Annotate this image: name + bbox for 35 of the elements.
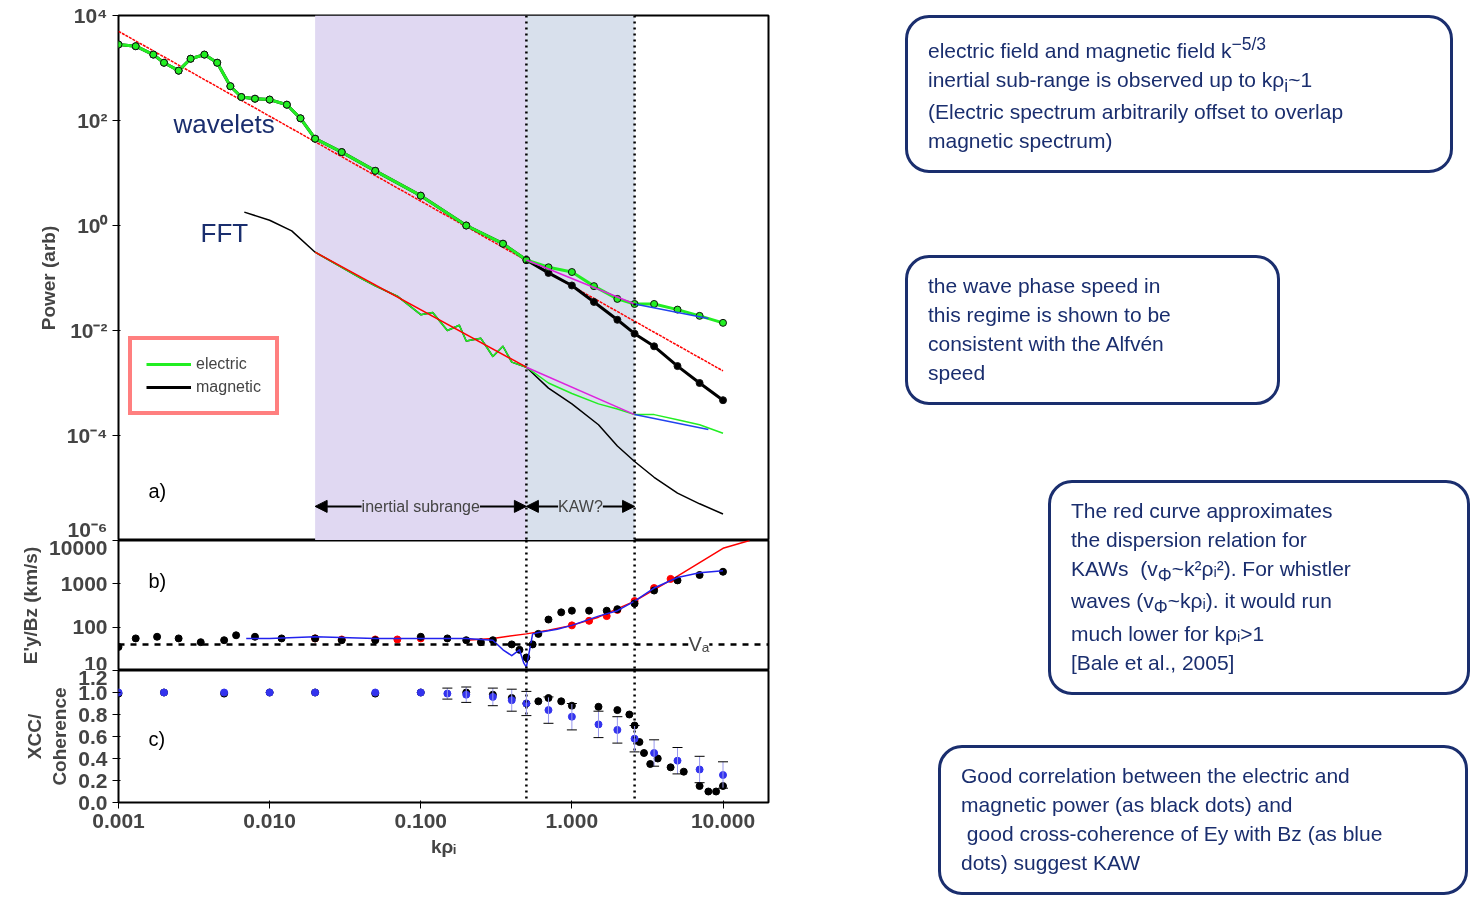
legend-label: magnetic xyxy=(196,378,261,396)
y-tick-label: 1000 xyxy=(60,571,108,595)
y-tick-label: 10⁻⁴ xyxy=(66,424,108,447)
annotation: a) xyxy=(148,479,167,502)
legend-label: electric xyxy=(196,355,247,373)
y-tick-label: 0.4 xyxy=(78,746,108,770)
y-axis-title: E'y/Bz (km/s) xyxy=(20,546,42,665)
y-axis-title: Power (arb) xyxy=(37,225,59,331)
annotation: c) xyxy=(148,727,166,750)
x-axis-title: kρᵢ xyxy=(431,835,457,857)
annotation: FFT xyxy=(200,217,249,248)
y-tick-label: 0.2 xyxy=(78,768,108,792)
y-axis-title: XCC/ Coherence xyxy=(24,687,71,786)
x-tick-label: 0.100 xyxy=(394,808,448,832)
x-tick-label: 1.000 xyxy=(545,808,599,832)
y-tick-label: 100 xyxy=(72,615,108,639)
y-tick-label: 0.6 xyxy=(78,724,108,748)
y-tick-label: 10² xyxy=(77,109,108,132)
annotation: wavelets xyxy=(172,108,275,139)
band-label: KAW? xyxy=(558,497,603,515)
y-tick-label: 10⁻⁶ xyxy=(67,517,108,541)
ref-line-label: Vₐ xyxy=(688,633,710,656)
text: the wave phase speed in this regime is shown to be consistent with the Alfvén speed xyxy=(905,255,1280,405)
y-tick-label: 0.0 xyxy=(78,790,108,814)
x-tick-label: 10.000 xyxy=(690,808,756,832)
y-tick-label: 10⁻² xyxy=(70,319,108,342)
x-tick-label: 0.010 xyxy=(243,808,296,832)
y-tick-label: 0.8 xyxy=(78,702,108,726)
text: Good correlation between the electric and magnetic power (as black dots) and good cross-coherence of Ey with Bz (as blue dots) suggest KAW xyxy=(938,745,1468,895)
y-tick-label: 10⁴ xyxy=(73,4,108,27)
text: The red curve approximates the dispersion relation for KAWs (v$_{Φ}$~k²ρᵢ²). For whistler waves (v$_{Φ}$~kρᵢ). it would run much lower for kρᵢ>1 [Bale et al., 2005] xyxy=(1071,499,1351,674)
y-tick-label: 10⁰ xyxy=(77,214,109,237)
band-label: inertial subrange xyxy=(361,497,480,515)
text: electric field and magnetic field k$^{−5/3}$ inertial sub-range is observed up to kρ$_{i}$~1 (Electric spectrum arbitrarily offset to overlap magnetic spectrum) xyxy=(905,15,1453,174)
annotation: b) xyxy=(148,569,167,592)
